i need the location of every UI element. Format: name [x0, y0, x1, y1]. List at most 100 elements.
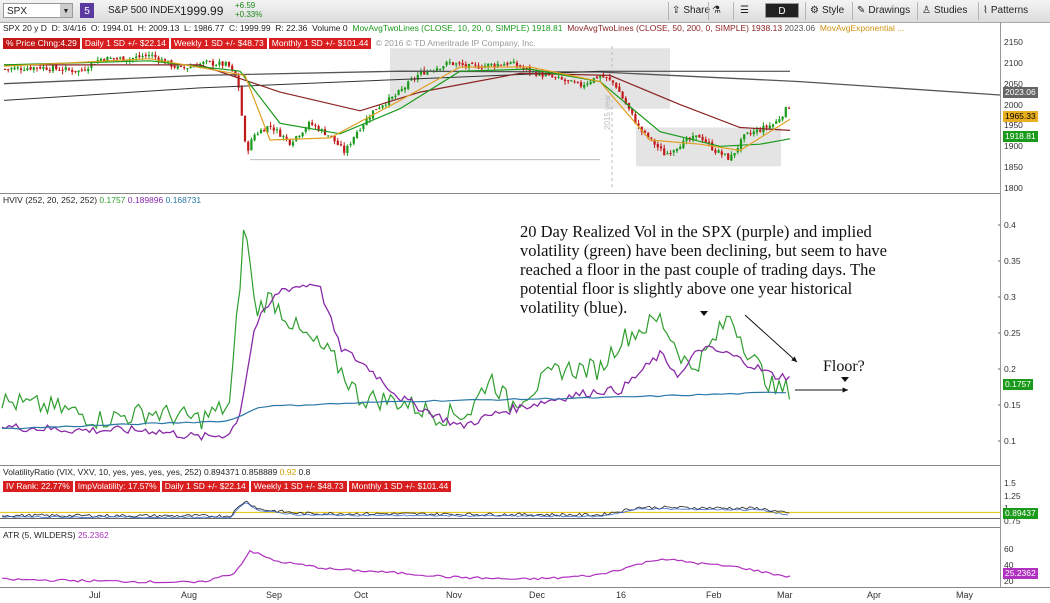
style-button[interactable]: ⚙ Style [810, 3, 844, 19]
candle [771, 124, 775, 127]
candle [250, 139, 253, 151]
flask-icon: ⚗ [712, 5, 721, 16]
ma2-value: 1938.13 [751, 23, 783, 33]
candle [3, 68, 7, 70]
hviv-axis-tick: 0.3 [1004, 292, 1016, 302]
candle [675, 148, 679, 152]
price-change-tag: % Price Chng:4.29 [3, 38, 80, 49]
candle [471, 62, 474, 65]
candle [442, 66, 445, 69]
symbol-input[interactable]: SPX ▼ [3, 3, 73, 18]
candle [448, 62, 451, 64]
price-badge-ma10: 1965.33 [1003, 111, 1038, 122]
candle [202, 61, 205, 64]
link-badge[interactable]: 5 [80, 3, 94, 18]
candle [589, 81, 592, 85]
hviv-axis-tick: 0.25 [1004, 328, 1021, 338]
candle [663, 148, 666, 156]
candle [77, 70, 80, 73]
candle [147, 55, 151, 57]
price-badge-ma20: 1918.81 [1003, 131, 1038, 142]
candle [157, 57, 160, 62]
candle [467, 64, 471, 68]
candle [151, 54, 154, 56]
chart-label: SPX 20 y D [3, 23, 47, 33]
candle [602, 74, 605, 78]
candle [272, 127, 275, 131]
candle [554, 76, 557, 78]
quote-high: H: 2009.13 [137, 23, 180, 33]
ma200-line [3, 70, 1000, 96]
candle [141, 56, 144, 58]
candle [346, 145, 349, 154]
hv20-series-line [1, 283, 790, 442]
weekly-sd-tag: Weekly 1 SD +/- $48.73 [170, 38, 267, 49]
candle [304, 128, 307, 132]
candle [221, 61, 224, 66]
candle [707, 141, 711, 143]
candle [653, 139, 656, 145]
grid-button[interactable]: ☰ [740, 3, 749, 19]
candle [407, 81, 410, 89]
studies-button[interactable]: ♙ Studies [922, 3, 967, 19]
candle [259, 129, 263, 134]
share-button[interactable]: ⇪ Share [672, 3, 710, 19]
candle [570, 80, 573, 82]
candle [275, 129, 279, 131]
candle [71, 70, 74, 73]
drawings-button[interactable]: ✎ Drawings [857, 3, 910, 19]
candle [503, 64, 506, 66]
candle [320, 129, 323, 131]
vr-label-row: VolatilityRatio (VIX, VXV, 10, yes, yes,… [3, 467, 310, 478]
candle [576, 81, 579, 83]
candle [458, 62, 461, 64]
candle [618, 86, 621, 92]
candle [423, 70, 426, 75]
candle [403, 87, 407, 90]
candle [64, 67, 67, 70]
candle [615, 82, 618, 88]
decline-arrow-head [791, 356, 797, 362]
x-tick-label: Nov [446, 590, 463, 600]
candle [391, 96, 394, 99]
candle [32, 67, 35, 70]
candle [474, 64, 477, 66]
candle [227, 61, 231, 67]
atr-chart [2, 549, 791, 584]
candle [205, 60, 208, 62]
candle [573, 81, 576, 83]
trend-line [3, 70, 790, 101]
candle [669, 153, 672, 155]
candle [563, 79, 567, 82]
candle [464, 64, 467, 67]
candle [551, 75, 554, 77]
candle [323, 129, 327, 136]
candle [621, 91, 624, 99]
candle [637, 123, 640, 126]
candle [29, 67, 32, 70]
candle [525, 67, 528, 69]
atr-axis-tick: 60 [1004, 544, 1014, 554]
candle [455, 63, 458, 65]
candle [445, 62, 448, 66]
period-select[interactable]: D [765, 3, 799, 18]
candle [781, 116, 784, 120]
chevron-down-icon[interactable]: ▼ [60, 4, 72, 17]
candle [659, 146, 663, 149]
patterns-button[interactable]: ⌇ Patterns [983, 3, 1028, 19]
candle [362, 124, 365, 130]
candle [179, 65, 183, 67]
year-marker: 2015 year [603, 94, 612, 130]
vr-axis-tick: 1.25 [1004, 490, 1021, 501]
price-axis-tick: 1950 [1004, 120, 1023, 131]
quote-low: L: 1986.77 [184, 23, 225, 33]
candle [279, 129, 282, 137]
candle [410, 79, 413, 81]
flask-button[interactable]: ⚗ [712, 3, 721, 19]
ma50-line [4, 64, 791, 131]
grid-icon: ☰ [740, 5, 749, 16]
candle [74, 70, 77, 73]
vr-label: VolatilityRatio (VIX, VXV, 10, yes, yes,… [3, 467, 202, 477]
atr-badge: 25.2362 [1003, 568, 1038, 579]
candle [557, 76, 560, 78]
